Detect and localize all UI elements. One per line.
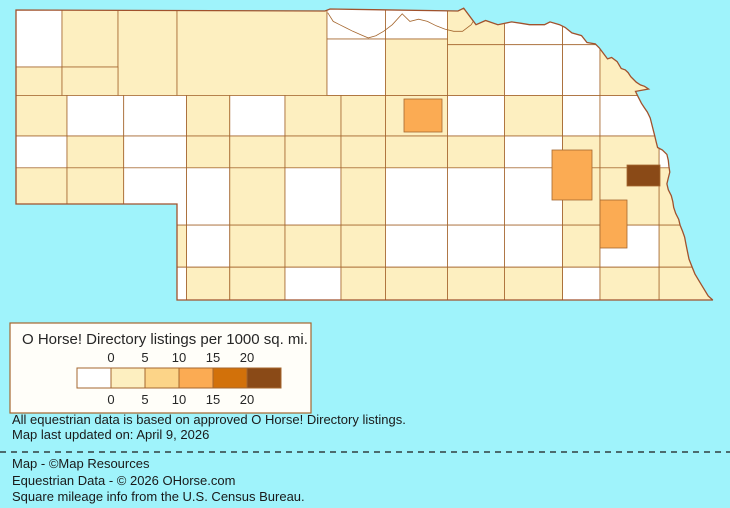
svg-text:0: 0: [107, 350, 114, 365]
svg-text:15: 15: [206, 392, 220, 407]
svg-text:5: 5: [141, 392, 148, 407]
svg-text:15: 15: [206, 350, 220, 365]
svg-text:O Horse! Directory listings pe: O Horse! Directory listings per 1000 sq.…: [22, 331, 308, 348]
svg-text:Square mileage info from the U: Square mileage info from the U.S. Census…: [12, 489, 305, 504]
svg-text:0: 0: [107, 392, 114, 407]
svg-text:Map - ©Map Resources: Map - ©Map Resources: [12, 456, 150, 471]
svg-text:10: 10: [172, 350, 186, 365]
svg-text:20: 20: [240, 350, 254, 365]
svg-text:10: 10: [172, 392, 186, 407]
svg-text:5: 5: [141, 350, 148, 365]
svg-text:All equestrian data is based o: All equestrian data is based on approved…: [12, 412, 406, 427]
svg-text:20: 20: [240, 392, 254, 407]
svg-text:Equestrian Data - © 2026 OHors: Equestrian Data - © 2026 OHorse.com: [12, 473, 235, 488]
svg-text:Map last updated on: April 9,: Map last updated on: April 9, 2026: [12, 427, 209, 442]
